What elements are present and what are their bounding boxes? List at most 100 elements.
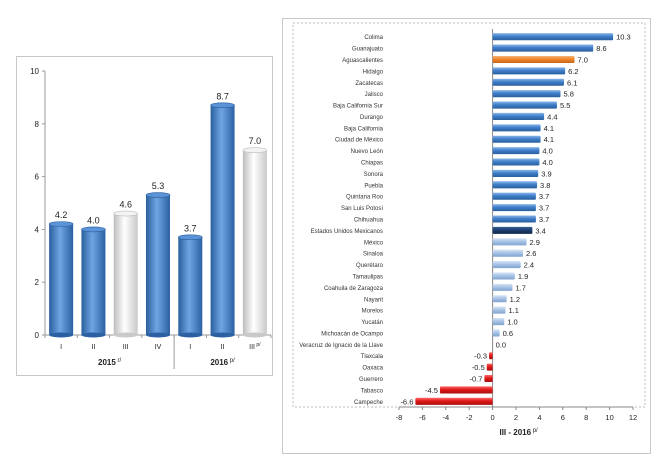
x-tick-label: III [123, 344, 129, 351]
x-axis-title: III - 2016 p/ [499, 428, 538, 437]
bar-base [146, 332, 170, 338]
data-label: 3.9 [541, 169, 551, 178]
bar [492, 101, 557, 109]
category-label: Estados Unidos Mexicanos [311, 229, 383, 235]
data-label: 5.5 [560, 101, 570, 110]
bar [415, 397, 493, 405]
data-label: 0.0 [496, 340, 506, 349]
data-label: 0.6 [503, 329, 513, 338]
x-tick-label: III p/ [249, 342, 261, 351]
bar-body [113, 213, 138, 335]
bar [492, 283, 513, 291]
category-label: San Luis Potosí [341, 206, 383, 212]
x-tick-label: 12 [629, 413, 637, 422]
x-tick-label: I [60, 344, 62, 351]
bar [492, 204, 536, 212]
category-label: México [364, 240, 384, 246]
x-tick-label: -8 [396, 413, 403, 422]
data-label: 3.7 [184, 223, 197, 233]
bar-base [178, 332, 203, 338]
data-label: 4.1 [544, 135, 554, 144]
x-tick-label: I [189, 344, 191, 351]
category-label: Veracruz de Ignacio de la Llave [299, 343, 383, 349]
data-label: 6.1 [567, 78, 577, 87]
category-label: Baja California Sur [333, 104, 383, 110]
x-tick-label: -4 [442, 413, 449, 422]
year-group-label: 2015 r/ [98, 358, 121, 367]
data-label: 1.2 [510, 295, 520, 304]
bar-body [210, 105, 235, 335]
category-label: Sinaloa [363, 252, 384, 258]
bar-base [81, 332, 106, 338]
bar [492, 238, 527, 246]
category-label: Querétaro [356, 263, 384, 269]
bar-body [146, 195, 170, 335]
data-label: 1.7 [515, 283, 525, 292]
bar [48, 221, 74, 338]
category-label: Guerrero [359, 377, 384, 383]
x-tick-label: -2 [466, 413, 473, 422]
bar [439, 386, 493, 394]
category-label: Aguascalientes [342, 58, 383, 64]
data-label: 5.3 [152, 181, 165, 191]
category-label: Puebla [364, 183, 383, 189]
y-tick-label: 10 [30, 67, 39, 76]
category-label: Nuevo León [351, 149, 383, 155]
bar [492, 318, 505, 326]
x-tick-label: -6 [419, 413, 426, 422]
bar-body [49, 224, 74, 335]
bar [145, 192, 171, 338]
bar [492, 272, 515, 280]
category-label: Guanajuato [352, 47, 384, 53]
bar [489, 352, 493, 360]
bar [177, 234, 203, 338]
category-label: Chihuahua [354, 218, 384, 224]
y-tick-label: 0 [35, 331, 40, 340]
data-label: 8.7 [216, 91, 229, 101]
bar [492, 112, 545, 120]
data-label: 2.6 [526, 249, 536, 258]
bar [81, 226, 106, 338]
bar [492, 181, 538, 189]
bar [492, 33, 614, 41]
quarterly-growth-chart: 0 2 4 6 8 10 4.2 I 4.0 II 4.6 III 5.3 IV 3.7 I 8.7 II 7.0 I… [16, 56, 273, 376]
data-label: 4.6 [119, 200, 132, 210]
data-label: 5.8 [563, 90, 573, 99]
data-label: 6.2 [568, 67, 578, 76]
bar [484, 374, 493, 383]
x-tick-label: 4 [537, 413, 541, 422]
category-label: Coahuila de Zaragoza [324, 286, 384, 292]
bar [492, 158, 540, 166]
data-label: -0.7 [469, 375, 482, 384]
category-label: Colima [364, 35, 383, 41]
bar [492, 249, 524, 257]
year-group-label: 2016 p/ [210, 358, 235, 367]
data-label: -0.5 [472, 363, 485, 372]
category-label: Morelos [362, 309, 383, 315]
category-label: Quintana Roo [346, 195, 384, 201]
category-label: Sonora [364, 172, 384, 178]
category-label: Oaxaca [362, 366, 383, 372]
bar [492, 306, 506, 314]
bar [492, 147, 540, 155]
data-label: 4.1 [544, 124, 554, 133]
category-label: Chiapas [361, 161, 383, 167]
bar-top [113, 210, 139, 217]
data-label: 4.0 [542, 147, 552, 156]
bar-body [242, 150, 267, 335]
category-label: Tlaxcala [361, 354, 384, 360]
x-tick-label: 0 [491, 413, 495, 422]
category-label: Tabasco [361, 388, 384, 394]
data-label: -4.5 [425, 386, 438, 395]
x-tick-label: 8 [584, 413, 588, 422]
bar [492, 55, 575, 64]
category-label: Baja California [344, 126, 384, 132]
data-label: 7.0 [578, 55, 588, 64]
data-label: 7.0 [249, 136, 262, 146]
bar-base [242, 332, 267, 338]
y-tick-label: 6 [35, 173, 40, 182]
state-growth-chart-svg: Colima 10.3 Guanajuato 8.6 Aguascalientes 7.0… [292, 22, 646, 437]
data-label: 10.3 [616, 33, 631, 42]
bar-top [242, 147, 268, 153]
y-tick-label: 4 [35, 225, 40, 234]
